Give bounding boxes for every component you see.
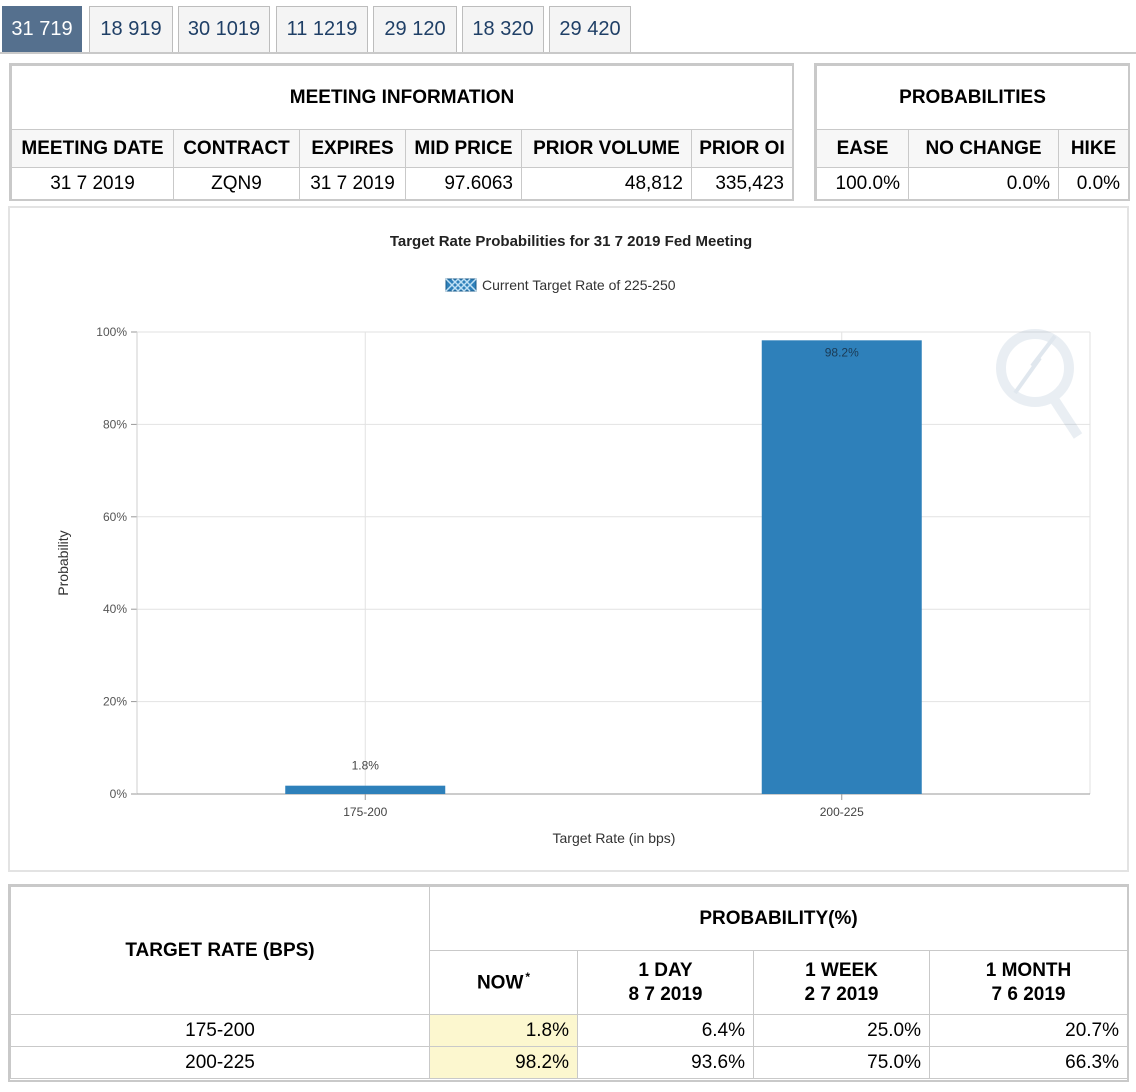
x-tick-label: 200-225 bbox=[820, 805, 864, 819]
no-change-value: 0.0% bbox=[908, 167, 1059, 200]
one-month-header: 1 MONTH 7 6 2019 bbox=[928, 950, 1129, 1015]
no-change-header: NO CHANGE bbox=[908, 129, 1059, 168]
data-label: 1.8% bbox=[352, 759, 380, 773]
tabs-divider bbox=[0, 52, 1136, 54]
y-tick-label: 0% bbox=[110, 787, 128, 801]
meeting-date-header: MEETING DATE bbox=[11, 129, 174, 168]
prior-volume-value: 48,812 bbox=[521, 167, 692, 200]
rate-probability-panel: TARGET RATE (BPS) PROBABILITY(%) NOW * 1 … bbox=[8, 884, 1129, 1082]
tab-meeting-1[interactable]: 31 719 bbox=[2, 6, 82, 52]
now-cell: 98.2% bbox=[429, 1046, 578, 1079]
x-tick-label: 175-200 bbox=[343, 805, 387, 819]
table-row: 200-225 98.2% 93.6% 75.0% 66.3% bbox=[10, 1046, 1129, 1079]
contract-value: ZQN9 bbox=[173, 167, 300, 200]
expires-header: EXPIRES bbox=[299, 129, 406, 168]
meeting-info-table: MEETING INFORMATION MEETING DATE CONTRAC… bbox=[11, 65, 793, 200]
y-tick-label: 40% bbox=[103, 602, 127, 616]
one-month-date: 7 6 2019 bbox=[991, 983, 1066, 1005]
rate-probability-table: TARGET RATE (BPS) PROBABILITY(%) NOW * 1 … bbox=[10, 886, 1129, 1079]
tab-meeting-4[interactable]: 11 1219 bbox=[276, 6, 368, 52]
table-row: 175-200 1.8% 6.4% 25.0% 20.7% bbox=[10, 1014, 1129, 1047]
now-label: NOW bbox=[476, 972, 524, 994]
tab-meeting-5[interactable]: 29 120 bbox=[373, 6, 457, 52]
one-week-cell: 25.0% bbox=[753, 1014, 930, 1047]
prior-oi-header: PRIOR OI bbox=[691, 129, 793, 168]
now-cell: 1.8% bbox=[429, 1014, 578, 1047]
one-month-cell: 66.3% bbox=[928, 1046, 1129, 1079]
meeting-info-title: MEETING INFORMATION bbox=[11, 65, 793, 130]
now-header: NOW * bbox=[429, 950, 578, 1015]
prior-volume-header: PRIOR VOLUME bbox=[521, 129, 692, 168]
probability-header: PROBABILITY(%) bbox=[428, 886, 1129, 951]
one-month-label: 1 MONTH bbox=[985, 959, 1072, 981]
y-axis-label: Probability bbox=[55, 530, 71, 595]
expires-value: 31 7 2019 bbox=[299, 167, 406, 200]
legend-swatch-icon bbox=[445, 278, 477, 292]
one-week-cell: 75.0% bbox=[753, 1046, 930, 1079]
prior-oi-value: 335,423 bbox=[691, 167, 793, 200]
y-tick-label: 100% bbox=[96, 325, 127, 339]
probabilities-table: PROBABILITIES EASE NO CHANGE HIKE 100.0%… bbox=[815, 65, 1130, 200]
chart-bars: 1.8% 98.2% bbox=[285, 340, 922, 794]
meeting-info-panel: MEETING INFORMATION MEETING DATE CONTRAC… bbox=[9, 63, 794, 201]
meeting-date-value: 31 7 2019 bbox=[11, 167, 174, 200]
rate-cell: 175-200 bbox=[10, 1014, 430, 1047]
chart-svg: Target Rate Probabilities for 31 7 2019 … bbox=[55, 233, 1091, 846]
one-week-header: 1 WEEK 2 7 2019 bbox=[753, 950, 930, 1015]
one-day-date: 8 7 2019 bbox=[628, 983, 703, 1005]
target-rate-header: TARGET RATE (BPS) bbox=[10, 886, 430, 1015]
one-day-label: 1 DAY bbox=[638, 959, 693, 981]
bar bbox=[285, 785, 446, 794]
meeting-tabs: 31 719 18 919 30 1019 11 1219 29 120 18 … bbox=[0, 0, 1136, 54]
chart-gridlines bbox=[137, 331, 1091, 795]
rate-cell: 200-225 bbox=[10, 1046, 430, 1079]
legend-label: Current Target Rate of 225-250 bbox=[482, 277, 676, 293]
ease-value: 100.0% bbox=[816, 167, 909, 200]
watermark-logo-icon bbox=[996, 329, 1083, 439]
one-day-cell: 93.6% bbox=[577, 1046, 754, 1079]
y-tick-label: 80% bbox=[103, 417, 127, 431]
probabilities-title: PROBABILITIES bbox=[815, 65, 1130, 130]
legend-hatch-icon bbox=[445, 278, 477, 292]
hike-header: HIKE bbox=[1057, 129, 1130, 168]
data-label: 98.2% bbox=[825, 345, 859, 359]
now-footnote-mark: * bbox=[525, 970, 531, 985]
y-tick-label: 20% bbox=[103, 695, 127, 709]
contract-header: CONTRACT bbox=[173, 129, 300, 168]
one-week-label: 1 WEEK bbox=[805, 959, 878, 981]
y-tick-label: 60% bbox=[103, 510, 127, 524]
mid-price-header: MID PRICE bbox=[405, 129, 522, 168]
x-axis-label: Target Rate (in bps) bbox=[553, 830, 676, 846]
target-rate-chart: Target Rate Probabilities for 31 7 2019 … bbox=[8, 206, 1129, 872]
chart-legend: Current Target Rate of 225-250 bbox=[445, 277, 676, 293]
chart-title: Target Rate Probabilities for 31 7 2019 … bbox=[390, 233, 752, 250]
tab-meeting-3[interactable]: 30 1019 bbox=[178, 6, 270, 52]
one-week-date: 2 7 2019 bbox=[804, 983, 879, 1005]
tab-meeting-7[interactable]: 29 420 bbox=[549, 6, 631, 52]
tab-meeting-6[interactable]: 18 320 bbox=[462, 6, 544, 52]
one-day-cell: 6.4% bbox=[577, 1014, 754, 1047]
bar bbox=[761, 340, 922, 794]
chart-axes: 0% 20% 40% 60% 80% 100% 175-200 200-225 bbox=[96, 325, 1090, 819]
probabilities-panel: PROBABILITIES EASE NO CHANGE HIKE 100.0%… bbox=[814, 63, 1130, 201]
tab-meeting-2[interactable]: 18 919 bbox=[89, 6, 173, 52]
hike-value: 0.0% bbox=[1057, 167, 1130, 200]
mid-price-value: 97.6063 bbox=[405, 167, 522, 200]
ease-header: EASE bbox=[816, 129, 909, 168]
one-day-header: 1 DAY 8 7 2019 bbox=[577, 950, 754, 1015]
one-month-cell: 20.7% bbox=[928, 1014, 1129, 1047]
